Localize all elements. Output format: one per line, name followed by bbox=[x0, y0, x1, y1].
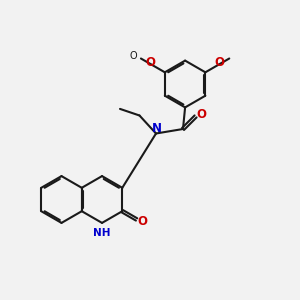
Text: O: O bbox=[137, 215, 147, 228]
Text: O: O bbox=[130, 51, 137, 61]
Text: O: O bbox=[215, 56, 225, 69]
Text: N: N bbox=[152, 122, 162, 135]
Text: O: O bbox=[145, 56, 155, 69]
Text: NH: NH bbox=[93, 227, 110, 238]
Text: O: O bbox=[196, 108, 206, 122]
